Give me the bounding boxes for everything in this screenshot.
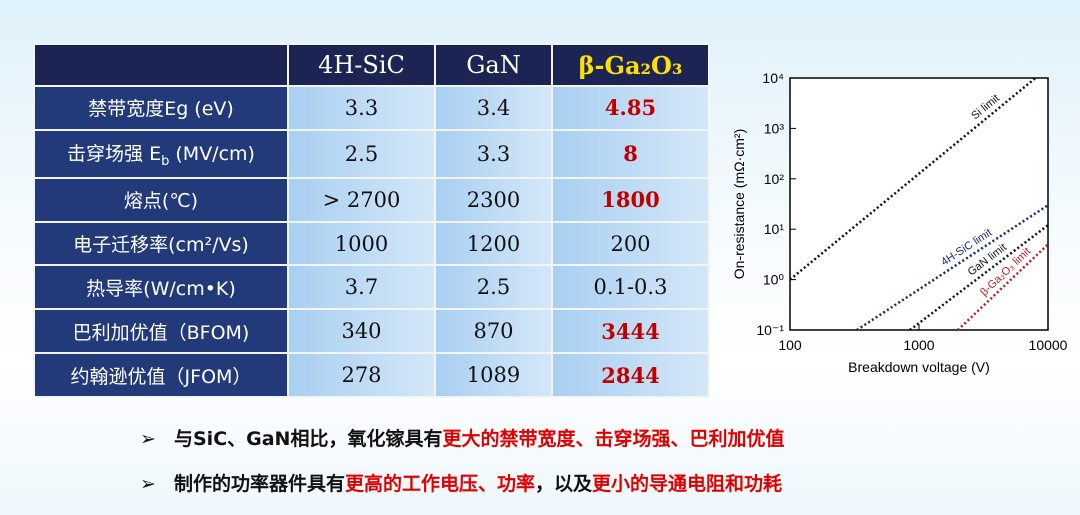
table-cell: 340 <box>287 308 436 355</box>
chart: 100 1000 10000 10⁻¹ 10⁰ 10¹ 10² 10³ 10⁴ Breakdown… <box>731 70 1068 375</box>
label-text: 熔点(℃) <box>123 190 199 213</box>
y-tick-label: 10¹ <box>764 221 785 237</box>
row-label: 电子迁移率(cm²/Vs) <box>33 220 289 267</box>
bullet: ➢ 与SiC、GaN相比，氧化镓具有更大的禁带宽度、击穿场强、巴利加优值 <box>140 424 784 451</box>
bullet-text: 制作的功率器件具有 <box>174 473 346 495</box>
x-axis-label: Breakdown voltage (V) <box>848 359 990 375</box>
table-row: 热导率(W/cm•K) 3.7 2.5 0.1-0.3 <box>33 264 710 311</box>
bullet-text: 更高的工作电压、功率 <box>345 473 536 495</box>
label-text: 热导率(W/cm•K) <box>86 277 236 300</box>
label-text: 约翰逊优值（JFOM） <box>70 365 252 388</box>
label-text: 巴利加优值（BFOM) <box>72 321 250 344</box>
table-cell: 0.1-0.3 <box>551 264 710 311</box>
label-text: b <box>161 153 170 169</box>
row-label: 击穿场强 Eb (MV/cm) <box>33 128 289 179</box>
bullet-text: ，以及 <box>535 473 593 495</box>
bullet-marker: ➢ <box>140 473 156 495</box>
label-text: 击穿场强 E <box>67 142 162 165</box>
series-line <box>856 204 1049 332</box>
table-cell: > 2700 <box>287 176 436 223</box>
table-cell: 2844 <box>551 352 710 398</box>
row-label: 熔点(℃) <box>33 176 289 223</box>
bullet: ➢ 制作的功率器件具有更高的工作电压、功率，以及更小的导通电阻和功耗 <box>140 469 782 496</box>
table-cell: 4.85 <box>551 85 710 131</box>
y-axis-label: On-resistance (mΩ·cm²) <box>731 129 747 279</box>
table-row: 巴利加优值（BFOM) 340 870 3444 <box>33 308 710 355</box>
label-text: 禁带宽度Eg (eV) <box>88 98 234 121</box>
table-cell: 1089 <box>434 352 553 398</box>
table-cell: 200 <box>551 220 710 267</box>
corner-cell <box>33 43 289 87</box>
row-label: 热导率(W/cm•K) <box>33 264 289 311</box>
table-cell: 3.4 <box>434 85 553 131</box>
y-tick-label: 10⁻¹ <box>756 322 784 338</box>
plot-frame <box>789 77 1049 331</box>
y-tick-label: 10⁰ <box>763 272 785 288</box>
x-tick-label: 10000 <box>1029 337 1068 353</box>
table-row: 约翰逊优值（JFOM） 278 1089 2844 <box>33 352 710 398</box>
table-row: 熔点(℃) > 2700 2300 1800 <box>33 176 710 223</box>
table-cell: 278 <box>287 352 436 398</box>
table-row: 电子迁移率(cm²/Vs) 1000 1200 200 <box>33 220 710 267</box>
x-tick-label: 1000 <box>903 337 934 353</box>
header-row: 4H-SiC GaN β-Ga₂O₃ <box>33 43 710 87</box>
table-row: 击穿场强 Eb (MV/cm) 2.5 3.3 8 <box>33 128 710 179</box>
table-cell: 1200 <box>434 220 553 267</box>
column-header: 4H-SiC <box>287 43 436 87</box>
column-header: β-Ga₂O₃ <box>551 43 710 87</box>
bullet-text: 更小的导通电阻和功耗 <box>592 473 783 495</box>
bullet-text: 与SiC、GaN相比，氧化镓具有 <box>174 428 443 450</box>
row-label: 巴利加优值（BFOM) <box>33 308 289 355</box>
series-line <box>789 77 1037 281</box>
table-cell: 2300 <box>434 176 553 223</box>
x-tick-label: 100 <box>778 337 802 353</box>
table-cell: 2.5 <box>434 264 553 311</box>
y-tick-label: 10² <box>764 171 785 187</box>
label-text: 电子迁移率(cm²/Vs) <box>73 234 249 257</box>
table-cell: 2.5 <box>287 128 436 179</box>
table-cell: 1000 <box>287 220 436 267</box>
table-row: 禁带宽度Eg (eV) 3.3 3.4 4.85 <box>33 85 710 131</box>
bullet-marker: ➢ <box>140 428 156 450</box>
series-line <box>956 243 1049 331</box>
table-cell: 1800 <box>551 176 710 223</box>
label-text: (MV/cm) <box>169 142 255 165</box>
row-label: 约翰逊优值（JFOM） <box>33 352 289 398</box>
table-cell: 870 <box>434 308 553 355</box>
series-line <box>909 224 1049 331</box>
comparison-table: 4H-SiC GaN β-Ga₂O₃ 禁带宽度Eg (eV) 3.3 3.4 4.85 击穿场… <box>33 43 710 398</box>
table-cell: 3.7 <box>287 264 436 311</box>
bullet-text: 更大的禁带宽度、击穿场强、巴利加优值 <box>442 428 785 450</box>
table-cell: 8 <box>551 128 710 179</box>
column-header: GaN <box>434 43 553 87</box>
y-tick-label: 10³ <box>764 120 785 136</box>
table-cell: 3444 <box>551 308 710 355</box>
y-tick-label: 10⁴ <box>762 70 784 86</box>
row-label: 禁带宽度Eg (eV) <box>33 85 289 131</box>
table-cell: 3.3 <box>434 128 553 179</box>
table-cell: 3.3 <box>287 85 436 131</box>
